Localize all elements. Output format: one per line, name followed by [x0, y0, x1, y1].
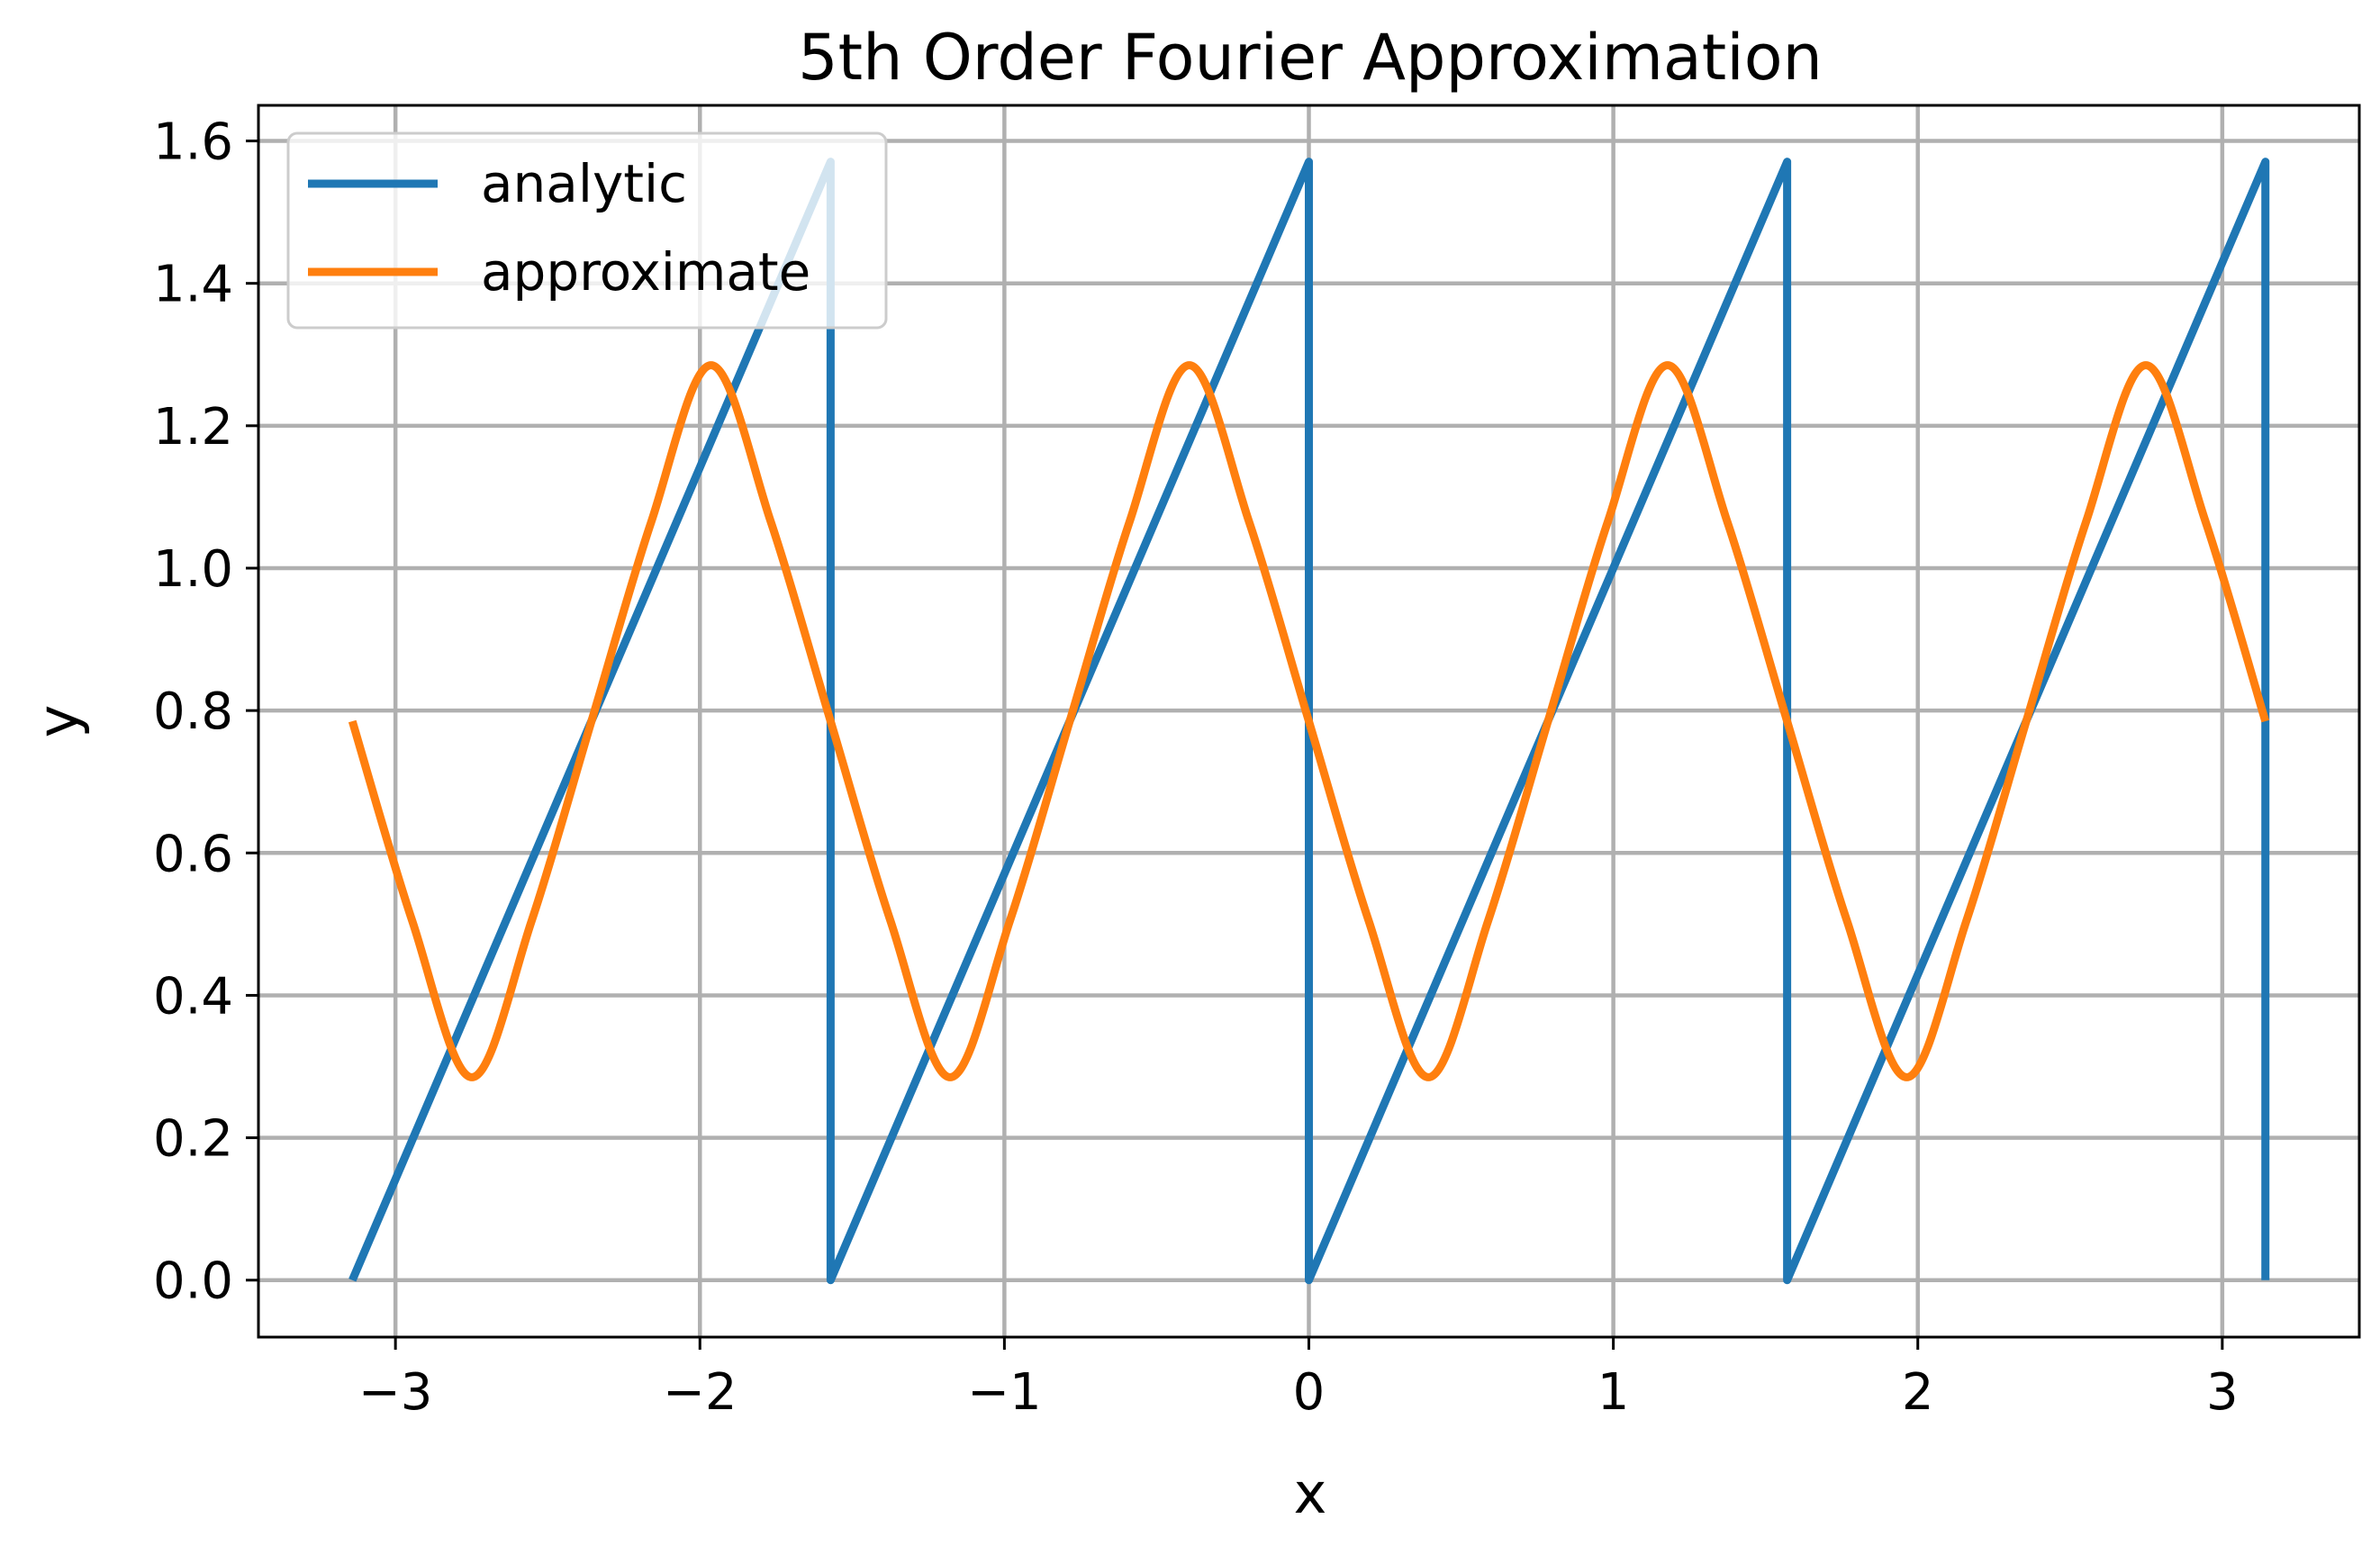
y-tick-label: 1.6: [153, 113, 233, 172]
y-tick-label: 0.4: [153, 967, 233, 1026]
y-tick-label: 1.2: [153, 398, 233, 457]
y-axis-ticks: 0.0 0.2 0.4 0.6 0.8 1.0 1.2 1.4 1.6: [153, 113, 258, 1311]
y-tick-label: 0.2: [153, 1110, 233, 1169]
x-tick-label: −3: [358, 1363, 433, 1422]
series-line-approximate: [348, 361, 2270, 1081]
y-axis-label: y: [25, 705, 91, 738]
x-tick-label: −1: [967, 1363, 1042, 1422]
y-tick-label: 0.8: [153, 683, 233, 741]
x-tick-label: 0: [1293, 1363, 1326, 1422]
legend-label-analytic: analytic: [481, 153, 687, 214]
x-tick-label: 1: [1597, 1363, 1630, 1422]
y-tick-label: 1.4: [153, 256, 233, 314]
x-tick-label: 3: [2206, 1363, 2239, 1422]
legend: analytic approximate: [286, 131, 888, 330]
x-tick-label: 2: [1902, 1363, 1934, 1422]
legend-label-approximate: approximate: [481, 241, 810, 303]
x-tick-label: −2: [663, 1363, 738, 1422]
chart-title: 5th Order Fourier Approximation: [798, 21, 1823, 95]
y-tick-label: 1.0: [153, 540, 233, 599]
x-axis-label: x: [1294, 1460, 1327, 1526]
x-axis-ticks: −3 −2 −1 0 1 2 3: [358, 1337, 2239, 1422]
y-tick-label: 0.0: [153, 1252, 233, 1311]
series-line-analytic: [348, 158, 2270, 1285]
series-layer: [348, 158, 2270, 1285]
y-tick-label: 0.6: [153, 825, 233, 883]
